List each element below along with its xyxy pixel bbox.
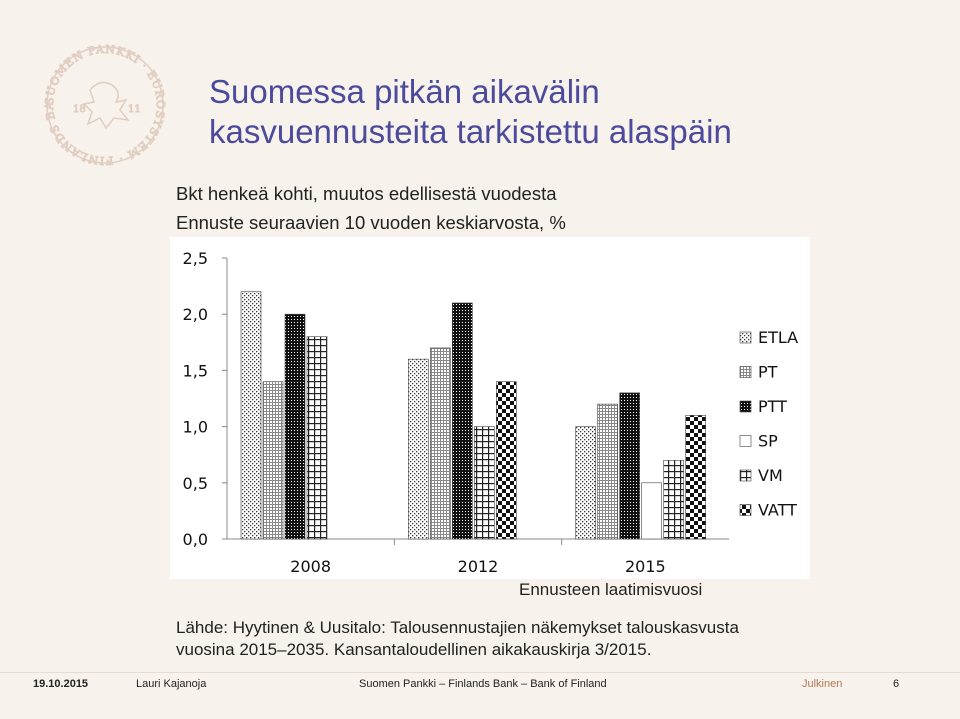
bar-vm-2012 <box>474 426 495 540</box>
footer-author: Lauri Kajanoja <box>136 678 207 690</box>
legend-label-sp: SP <box>758 432 778 451</box>
logo-year-left: 18 <box>73 104 86 115</box>
bar-chart: 0,0 0,5 1,0 1,5 2,0 2,5 2008 2012 2015 ETLA PT PTT… <box>183 249 799 576</box>
x-tick-label: 2015 <box>625 557 666 576</box>
legend-label-etla: ETLA <box>758 328 798 347</box>
bar-ptt-2008 <box>284 313 306 540</box>
y-tick-label: 2,5 <box>183 249 208 268</box>
y-tick-label: 0,5 <box>183 474 208 493</box>
x-tick-label: 2012 <box>458 557 499 576</box>
legend-label-ptt: PTT <box>758 397 787 416</box>
legend-swatch-vm <box>739 469 752 482</box>
chart-subtitle-1: Bkt henkeä kohti, muutos edellisestä vuo… <box>176 183 557 204</box>
chart-subtitle-2: Ennuste seuraavien 10 vuoden keskiarvost… <box>176 212 566 233</box>
legend-label-vm: VM <box>758 466 783 485</box>
footer-classification: Julkinen <box>802 678 843 690</box>
bar-vatt-2015 <box>685 415 706 540</box>
bar-sp-2015 <box>641 482 662 540</box>
footer-date: 19.10.2015 <box>33 678 89 690</box>
bar-pt-2008 <box>262 381 284 540</box>
bank-logo: SUOMEN PANKKI · EUROSYSTEM · FINLANDS BA… <box>40 40 167 168</box>
svg-text:SUOMEN PANKKI · EUROSYSTEM · F: SUOMEN PANKKI · EUROSYSTEM · FINLANDS BA… <box>40 40 167 167</box>
bar-vatt-2012 <box>496 381 517 540</box>
bar-etla-2008 <box>240 291 262 540</box>
bar-etla-2015 <box>575 426 596 540</box>
y-tick-label: 1,5 <box>183 361 208 380</box>
logo-year-right: 11 <box>128 104 141 115</box>
bar-pt-2015 <box>597 403 618 540</box>
y-tick-label: 0,0 <box>183 530 208 549</box>
footer-divider <box>0 672 960 673</box>
footer: 19.10.2015 Lauri Kajanoja Suomen Pankki … <box>0 672 960 696</box>
y-tick-label: 1,0 <box>183 418 208 437</box>
bar-pt-2012 <box>430 347 451 540</box>
legend-swatch-etla <box>739 331 752 344</box>
source-line-1: Lähde: Hyytinen & Uusitalo: Talousennust… <box>176 618 739 637</box>
legend-swatch-pt <box>739 366 752 378</box>
legend-label-vatt: VATT <box>758 501 797 520</box>
legend-label-pt: PT <box>758 363 778 382</box>
page-title: Suomessa pitkän aikavälin kasvuennusteit… <box>209 72 732 152</box>
chart-area: 0,0 0,5 1,0 1,5 2,0 2,5 2008 2012 2015 ETLA PT PTT… <box>170 237 810 579</box>
x-tick-label: 2008 <box>290 557 331 576</box>
legend-swatch-sp <box>739 435 752 447</box>
bar-vm-2015 <box>663 460 684 540</box>
logo-ring <box>46 46 164 164</box>
bar-ptt-2012 <box>452 302 473 540</box>
title-line-2: kasvuennusteita tarkistettu alaspäin <box>209 113 732 150</box>
source-line-2: vuosina 2015–2035. Kansantaloudellinen a… <box>176 640 652 659</box>
bar-vm-2008 <box>306 336 328 540</box>
x-axis-title: Ennusteen laatimisvuosi <box>519 580 703 599</box>
bar-etla-2012 <box>408 358 429 540</box>
page-number: 6 <box>893 678 900 690</box>
logo-text: SUOMEN PANKKI · EUROSYSTEM · FINLANDS BA… <box>40 40 167 168</box>
y-tick-label: 2,0 <box>183 305 208 324</box>
lion-emblem-icon <box>82 81 130 130</box>
title-line-1: Suomessa pitkän aikavälin <box>209 73 600 110</box>
footer-organization: Suomen Pankki – Finlands Bank – Bank of … <box>359 678 607 690</box>
legend-swatch-vatt <box>739 504 752 516</box>
legend-swatch-ptt <box>739 400 752 413</box>
bar-ptt-2015 <box>619 392 640 540</box>
